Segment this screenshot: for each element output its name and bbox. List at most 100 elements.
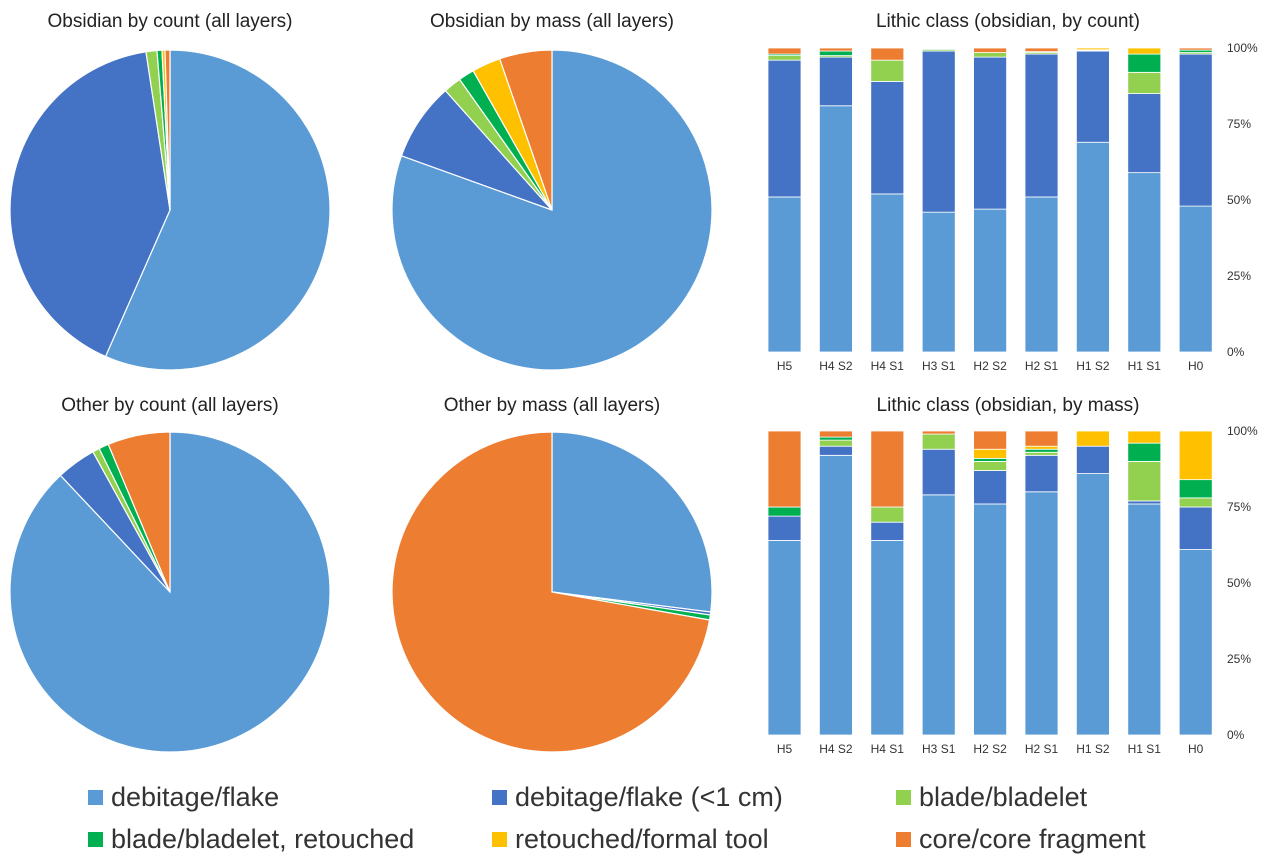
- bar-segment-core-core-fragment: [767, 430, 802, 508]
- bar-segment-debitage-flake-1-cm: [1076, 445, 1110, 474]
- bar-segment-blade-bladelet-retouched: [1024, 448, 1059, 453]
- y-tick-label: 75%: [1227, 500, 1251, 514]
- x-tick-label: H1 S2: [1076, 359, 1110, 373]
- bar-segment-blade-bladelet: [819, 439, 853, 447]
- y-tick-label: 50%: [1227, 576, 1251, 590]
- bar-segment-debitage-flake-1-cm: [973, 470, 1007, 505]
- legend-label: retouched/formal tool: [515, 824, 769, 854]
- bar-segment-debitage-flake-1-cm: [1127, 93, 1162, 174]
- bar-segment-blade-bladelet-retouched: [1178, 479, 1213, 499]
- bar-segment-retouched-formal-tool: [1024, 445, 1059, 450]
- x-tick-label: H2 S2: [973, 359, 1007, 373]
- bar-segment-core-core-fragment: [921, 47, 956, 50]
- bar-segment-core-core-fragment: [819, 47, 853, 52]
- bar-segment-debitage-flake: [1024, 196, 1059, 353]
- x-tick-label: H0: [1188, 359, 1204, 373]
- bar-segment-blade-bladelet-retouched: [819, 50, 853, 57]
- bar-segment-debitage-flake: [767, 540, 802, 736]
- x-tick-label: H2 S1: [1025, 359, 1059, 373]
- x-tick-label: H0: [1188, 742, 1204, 756]
- bar-segment-core-core-fragment: [767, 47, 802, 55]
- bar-segment-debitage-flake: [1178, 205, 1213, 353]
- bar-segment-retouched-formal-tool: [1076, 430, 1110, 447]
- bar-segment-core-core-fragment: [973, 47, 1007, 53]
- pie-slice-debitage-flake: [551, 431, 713, 613]
- chart-title-other-count: Other by count (all layers): [61, 395, 279, 416]
- y-tick-label: 50%: [1227, 193, 1251, 207]
- bar-segment-debitage-flake-1-cm: [921, 50, 956, 213]
- bar-segment-debitage-flake-1-cm: [819, 56, 853, 107]
- bar-segment-blade-bladelet: [1127, 71, 1162, 95]
- pie-other-count: [9, 431, 331, 753]
- chart-title-obsidian-mass: Obsidian by mass (all layers): [430, 11, 674, 32]
- stacked-bar-lithic-mass: 0% 25% 50% 75% 100% H5 H4 S2 H4 S1 H3 S1 H2 S2 H2 …: [767, 424, 1258, 756]
- pie-other-mass: [391, 431, 713, 753]
- bar-segment-debitage-flake-1-cm: [1127, 500, 1162, 505]
- bar-segment-debitage-flake-1-cm: [1178, 53, 1213, 207]
- x-tick-label: H1 S2: [1076, 742, 1110, 756]
- bar-segment-debitage-flake-1-cm: [870, 81, 905, 195]
- bar-segment-blade-bladelet: [1178, 497, 1213, 508]
- bar-segment-retouched-formal-tool: [1127, 430, 1162, 444]
- chart-title-other-mass: Other by mass (all layers): [444, 395, 660, 416]
- bar-segment-debitage-flake-1-cm: [1076, 50, 1110, 143]
- bar-segment-debitage-flake: [1024, 491, 1059, 736]
- bar-segment-debitage-flake: [870, 193, 905, 353]
- legend-swatch: [492, 790, 507, 805]
- bar-segment-debitage-flake-1-cm: [1178, 506, 1213, 550]
- bar-segment-debitage-flake-1-cm: [1024, 53, 1059, 198]
- bar-segment-blade-bladelet-retouched: [819, 436, 853, 441]
- bar-segment-blade-bladelet: [870, 506, 905, 523]
- bar-segment-blade-bladelet: [1024, 451, 1059, 456]
- bar-segment-blade-bladelet: [870, 59, 905, 82]
- legend-item-debitage-flake: debitage/flake: [88, 782, 279, 813]
- bar-segment-retouched-formal-tool: [973, 448, 1007, 459]
- bar-segment-blade-bladelet-retouched: [1127, 53, 1162, 73]
- bar-segment-blade-bladelet: [1127, 460, 1162, 502]
- legend-item-core-fragment: core/core fragment: [896, 824, 1146, 855]
- legend: debitage/flake debitage/flake (<1 cm) bl…: [0, 780, 1277, 863]
- bar-segment-debitage-flake-1-cm: [870, 521, 905, 541]
- bar-segment-core-core-fragment: [870, 430, 905, 508]
- x-tick-label: H4 S2: [819, 359, 853, 373]
- y-tick-label: 100%: [1227, 424, 1258, 438]
- bar-segment-blade-bladelet: [973, 52, 1007, 58]
- pie-slice-core-core-fragment: [164, 49, 171, 211]
- chart-title-lithic-count: Lithic class (obsidian, by count): [876, 11, 1140, 32]
- x-tick-label: H3 S1: [922, 742, 956, 756]
- bar-segment-debitage-flake: [767, 196, 802, 353]
- y-tick-label: 100%: [1227, 41, 1258, 55]
- pie-slice-debitage-flake-1-cm: [9, 51, 171, 358]
- pie-slice-core-core-fragment: [498, 49, 553, 211]
- bar-segment-debitage-flake: [819, 105, 853, 353]
- bar-segment-debitage-flake-1-cm: [819, 445, 853, 456]
- chart-canvas: Obsidian by count (all layers) Obsidian …: [9, 11, 1258, 756]
- bar-segment-blade-bladelet-retouched: [973, 457, 1007, 462]
- bar-segment-blade-bladelet: [973, 460, 1007, 471]
- bar-segment-core-core-fragment: [1178, 47, 1213, 51]
- bar-segment-blade-bladelet-retouched: [1127, 442, 1162, 462]
- x-tick-label: H3 S1: [922, 359, 956, 373]
- legend-swatch: [88, 832, 103, 847]
- bar-segment-debitage-flake: [1178, 549, 1213, 736]
- bar-segment-debitage-flake: [973, 208, 1007, 353]
- y-tick-label: 25%: [1227, 269, 1251, 283]
- pie-obsidian-mass: [391, 49, 713, 371]
- x-tick-label: H4 S1: [871, 742, 905, 756]
- legend-label: blade/bladelet, retouched: [111, 824, 415, 854]
- pie-slice-core-core-fragment: [107, 431, 171, 593]
- bar-segment-debitage-flake-1-cm: [767, 515, 802, 541]
- x-tick-label: H4 S1: [871, 359, 905, 373]
- bar-segment-blade-bladelet-retouched: [767, 506, 802, 517]
- bar-segment-debitage-flake: [973, 503, 1007, 736]
- x-tick-label: H2 S1: [1025, 742, 1059, 756]
- bar-segment-debitage-flake: [819, 454, 853, 736]
- legend-item-debitage-flake-small: debitage/flake (<1 cm): [492, 782, 783, 813]
- legend-item-blade-bladelet-retouched: blade/bladelet, retouched: [88, 824, 414, 855]
- stacked-bar-lithic-count: 0% 25% 50% 75% 100% H5 H4 S2 H4 S1 H3 S1 H2 S2 H2 …: [767, 41, 1258, 373]
- chart-title-obsidian-count: Obsidian by count (all layers): [48, 11, 293, 32]
- bar-segment-retouched-formal-tool: [1178, 430, 1213, 481]
- y-tick-label: 0%: [1227, 345, 1245, 359]
- x-tick-label: H5: [777, 359, 793, 373]
- bar-segment-blade-bladelet: [767, 55, 802, 61]
